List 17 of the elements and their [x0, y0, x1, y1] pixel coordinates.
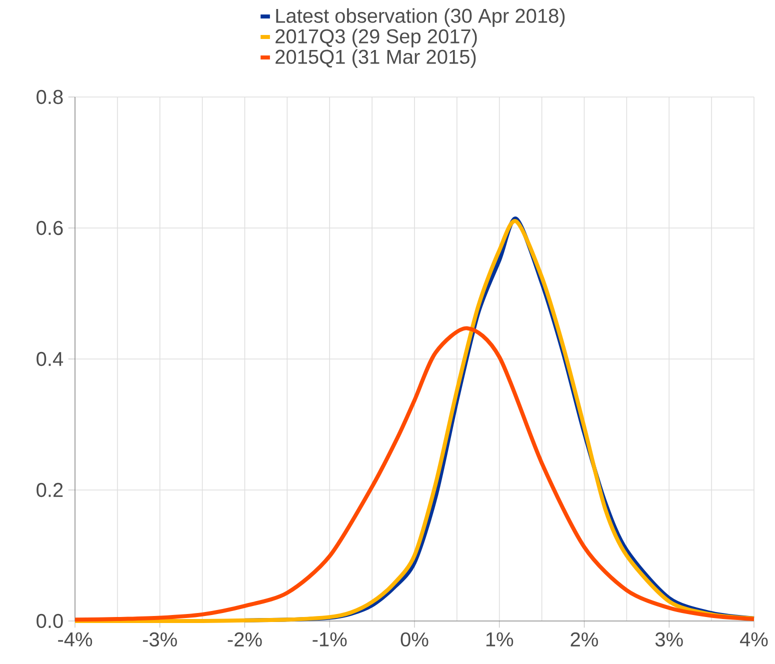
x-tick-label: -2% [228, 632, 262, 646]
x-tick-label: -4% [58, 632, 92, 646]
x-tick-label: 3% [655, 632, 683, 647]
y-tick-label: 0.4 [36, 352, 64, 366]
x-tick-label: 4% [740, 632, 768, 646]
x-tick-label: 2% [570, 632, 598, 646]
x-tick-label: 0% [400, 632, 428, 647]
y-tick-label: 0.2 [36, 482, 63, 498]
x-tick-label: 1% [486, 632, 514, 646]
x-tick-label: -1% [312, 632, 347, 646]
y-tick-label: 0.6 [36, 220, 63, 236]
y-tick-label: 0.0 [36, 614, 63, 628]
legend-label: 2015Q1 (31 Mar 2015) [276, 49, 476, 68]
x-tick-label: -3% [142, 632, 177, 647]
y-tick-label: 0.8 [36, 90, 63, 104]
legend-label: 2017Q3 (29 Sep 2017) [276, 28, 477, 48]
legend-label: Latest observation (30 Apr 2018) [276, 8, 565, 27]
